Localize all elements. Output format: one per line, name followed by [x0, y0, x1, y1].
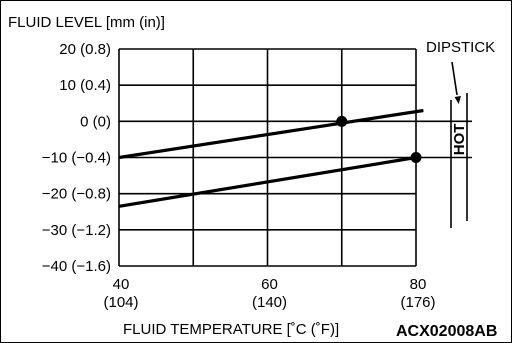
y-tick-label: −30 (−1.2) — [42, 222, 111, 239]
y-tick-label: −10 (−0.4) — [42, 150, 111, 167]
dipstick-leader-arrow — [451, 61, 458, 96]
x-tick-label: 60 — [261, 276, 278, 293]
series-line — [118, 108, 424, 160]
dipstick-diagram: HOT — [416, 61, 472, 228]
y-tick-label: −20 (−0.8) — [42, 186, 111, 203]
y-tick-label: −40 (−1.6) — [42, 258, 111, 275]
data-point — [336, 115, 348, 127]
x-tick-sublabel: (140) — [252, 294, 287, 311]
y-tick-label: 0 (0) — [80, 113, 111, 130]
x-axis-title: FLUID TEMPERATURE [˚C (˚F)] — [123, 321, 339, 338]
y-tick-label: 10 (0.4) — [59, 77, 111, 94]
x-tick-sublabel: (176) — [400, 294, 435, 311]
series-line — [118, 155, 417, 208]
plot-area: 20 (0.8) 10 (0.4) 0 (0) −10 (−0.4) −20 (−0.8… — [42, 41, 436, 311]
dipstick-arrowhead — [454, 96, 461, 104]
y-axis-title: FLUID LEVEL [mm (in)] — [8, 14, 165, 31]
x-tick-label: 80 — [410, 276, 427, 293]
hot-label: HOT — [451, 124, 468, 156]
dipstick-label: DIPSTICK — [426, 39, 495, 56]
x-tick-label: 40 — [113, 276, 130, 293]
x-tick-sublabel: (104) — [103, 294, 138, 311]
figure-code: ACX02008AB — [396, 323, 497, 340]
y-tick-label: 20 (0.8) — [59, 41, 111, 58]
